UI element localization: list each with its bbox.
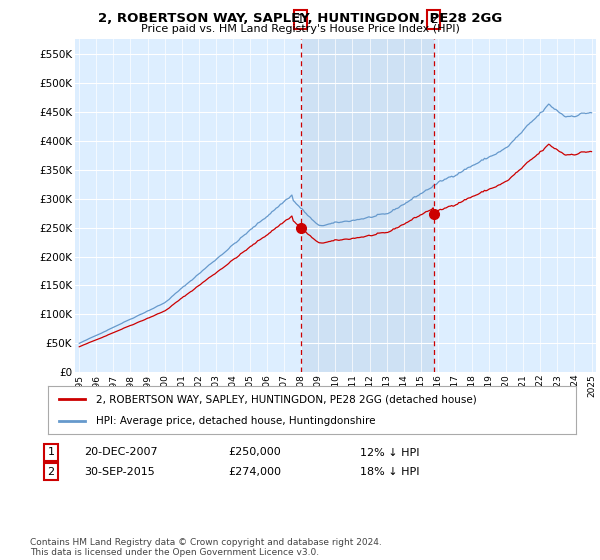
Text: HPI: Average price, detached house, Huntingdonshire: HPI: Average price, detached house, Hunt… <box>95 416 375 426</box>
Text: £250,000: £250,000 <box>228 447 281 458</box>
Bar <box>301 39 434 372</box>
Text: Contains HM Land Registry data © Crown copyright and database right 2024.
This d: Contains HM Land Registry data © Crown c… <box>30 538 382 557</box>
Text: 2, ROBERTSON WAY, SAPLEY, HUNTINGDON, PE28 2GG: 2, ROBERTSON WAY, SAPLEY, HUNTINGDON, PE… <box>98 12 502 25</box>
Text: 1: 1 <box>47 447 55 458</box>
Text: Price paid vs. HM Land Registry's House Price Index (HPI): Price paid vs. HM Land Registry's House … <box>140 24 460 34</box>
Text: 1: 1 <box>297 13 304 26</box>
Text: 2: 2 <box>47 466 55 477</box>
Text: 2, ROBERTSON WAY, SAPLEY, HUNTINGDON, PE28 2GG (detached house): 2, ROBERTSON WAY, SAPLEY, HUNTINGDON, PE… <box>95 394 476 404</box>
Text: 12% ↓ HPI: 12% ↓ HPI <box>360 447 419 458</box>
Text: 18% ↓ HPI: 18% ↓ HPI <box>360 466 419 477</box>
Text: 20-DEC-2007: 20-DEC-2007 <box>84 447 158 458</box>
Text: 2: 2 <box>430 13 437 26</box>
Text: £274,000: £274,000 <box>228 466 281 477</box>
Text: 30-SEP-2015: 30-SEP-2015 <box>84 466 155 477</box>
